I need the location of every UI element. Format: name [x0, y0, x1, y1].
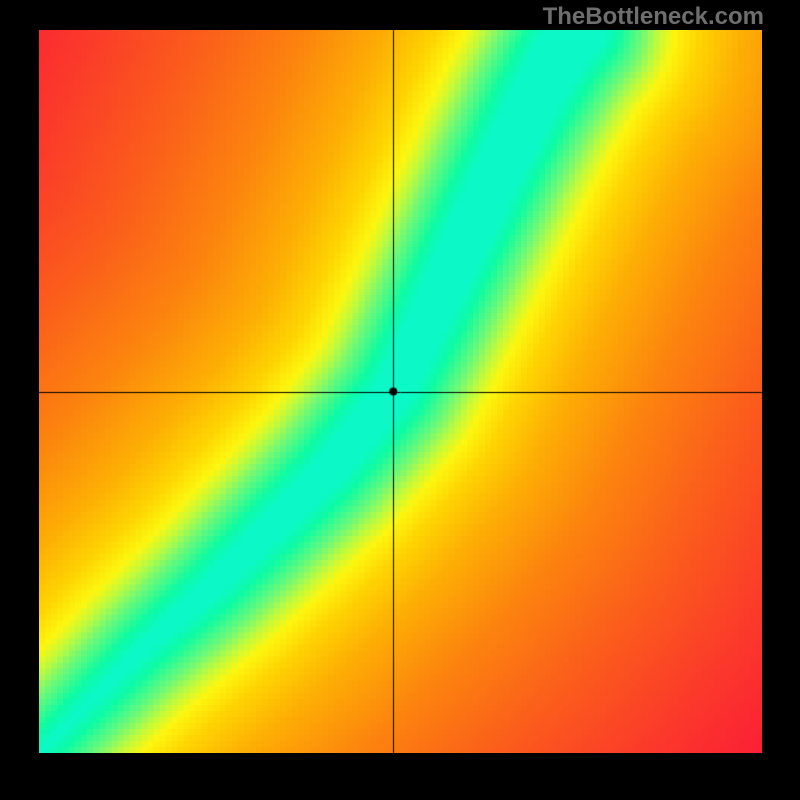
- crosshair-overlay: [0, 0, 800, 800]
- chart-container: TheBottleneck.com: [0, 0, 800, 800]
